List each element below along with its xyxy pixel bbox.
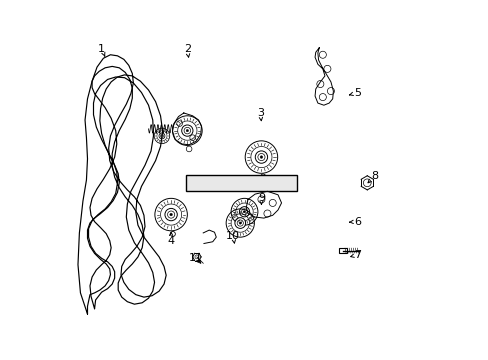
- Circle shape: [239, 222, 241, 224]
- Text: 5: 5: [353, 87, 360, 98]
- Circle shape: [239, 207, 249, 217]
- Circle shape: [255, 151, 267, 163]
- Bar: [339, 248, 346, 253]
- Text: 8: 8: [370, 171, 377, 181]
- Circle shape: [164, 208, 177, 221]
- Circle shape: [182, 125, 193, 136]
- Text: 6: 6: [353, 217, 360, 227]
- Circle shape: [167, 211, 174, 218]
- Circle shape: [161, 135, 162, 136]
- Circle shape: [183, 127, 190, 134]
- Text: 9: 9: [257, 193, 264, 203]
- Text: 10: 10: [226, 231, 240, 241]
- Circle shape: [186, 130, 188, 132]
- Text: 2: 2: [183, 45, 190, 54]
- Text: 11: 11: [188, 253, 203, 262]
- Circle shape: [257, 153, 264, 161]
- Circle shape: [160, 134, 163, 138]
- Text: 3: 3: [256, 108, 264, 118]
- Text: 1: 1: [98, 44, 105, 54]
- Text: 7: 7: [353, 250, 360, 260]
- Circle shape: [234, 218, 245, 228]
- Circle shape: [260, 156, 262, 158]
- Circle shape: [241, 209, 247, 215]
- Bar: [186, 175, 297, 190]
- Circle shape: [159, 133, 164, 139]
- Circle shape: [243, 211, 245, 213]
- Text: 4: 4: [167, 236, 174, 246]
- Circle shape: [169, 213, 172, 216]
- Circle shape: [237, 220, 243, 226]
